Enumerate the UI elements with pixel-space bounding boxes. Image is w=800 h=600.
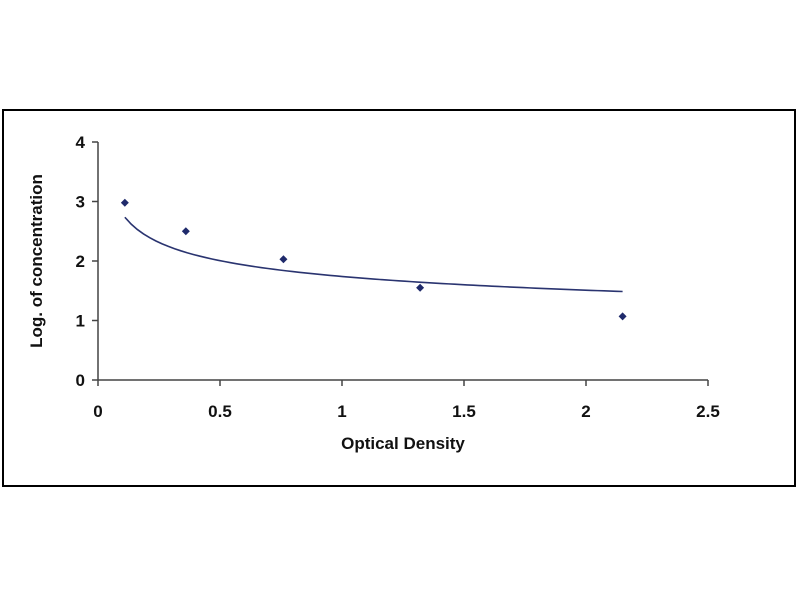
x-tick-label: 0: [93, 402, 102, 421]
trend-curve: [124, 216, 623, 293]
y-tick-label: 1: [76, 312, 85, 331]
tick-marks: [92, 141, 709, 386]
x-tick-label: 1: [337, 402, 346, 421]
chart: 0 1 2 3 4 0 0.5 1 1.5 2 2.5 Optical Density Log. o…: [27, 133, 720, 453]
y-tick-label: 4: [76, 133, 86, 152]
data-point: [416, 283, 425, 292]
x-axis-title: Optical Density: [341, 434, 465, 453]
y-tick-label: 3: [76, 193, 85, 212]
y-tick-label: 0: [76, 371, 85, 390]
data-points: [120, 198, 627, 321]
axes: [97, 142, 708, 381]
data-point: [181, 227, 190, 236]
data-point: [279, 255, 288, 264]
x-tick-label: 0.5: [208, 402, 232, 421]
chart-frame: 0 1 2 3 4 0 0.5 1 1.5 2 2.5 Optical Density Log. o…: [2, 109, 796, 487]
x-tick-label: 1.5: [452, 402, 476, 421]
x-tick-label: 2: [581, 402, 590, 421]
data-point: [120, 198, 129, 207]
tick-labels: 0 1 2 3 4 0 0.5 1 1.5 2 2.5: [76, 133, 720, 421]
x-tick-label: 2.5: [696, 402, 720, 421]
y-axis-title: Log. of concentration: [27, 174, 46, 348]
y-tick-label: 2: [76, 252, 85, 271]
data-point: [618, 312, 627, 321]
